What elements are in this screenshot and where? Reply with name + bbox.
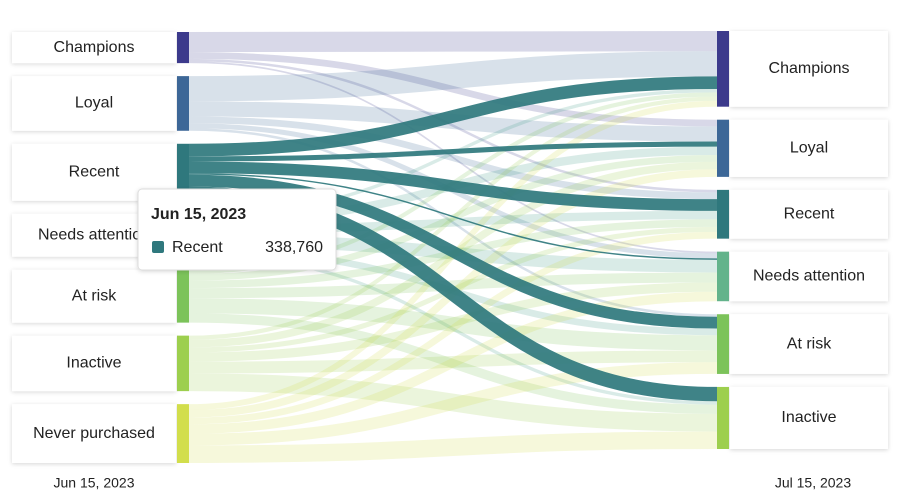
node-bar: [177, 335, 189, 392]
node-label: Never purchased: [33, 425, 155, 442]
flow: [188, 141, 718, 162]
label-box: [730, 189, 888, 239]
flow: [188, 96, 718, 340]
node-label: At risk: [787, 335, 832, 352]
node-label: Recent: [69, 163, 120, 180]
flow: [188, 116, 718, 200]
node-label: Loyal: [75, 95, 113, 112]
node-bar: [717, 251, 729, 302]
label-box: [730, 31, 888, 107]
node-label: Recent: [784, 205, 835, 222]
label-box: [12, 269, 176, 323]
node-label: Inactive: [66, 355, 121, 372]
tooltip: Jun 15, 2023 Recent 338,760: [137, 188, 337, 271]
node-label: At risk: [72, 287, 117, 304]
flow: [188, 61, 718, 254]
node-bar: [717, 119, 729, 177]
tooltip-title: Jun 15, 2023: [151, 206, 246, 223]
flow: [188, 291, 718, 434]
tooltip-swatch: [152, 241, 164, 253]
label-box: [730, 314, 888, 374]
tooltip-series: Recent: [172, 239, 223, 256]
right-date: Jul 15, 2023: [775, 475, 851, 491]
flow: [188, 51, 718, 102]
node-bar: [717, 31, 729, 107]
flow: [188, 155, 718, 281]
tooltip-value: 338,760: [265, 239, 323, 256]
label-box: [730, 119, 888, 177]
flow: [188, 128, 718, 317]
flow: [188, 431, 718, 464]
flow: [188, 161, 718, 211]
flow: [188, 58, 718, 193]
flow: [188, 52, 718, 127]
flow: [188, 350, 718, 374]
flow: [188, 173, 718, 260]
flow: [188, 231, 718, 425]
node-label: Inactive: [781, 409, 836, 426]
flow: [188, 298, 718, 351]
node-label: Loyal: [790, 139, 828, 156]
node-bar: [177, 143, 189, 201]
label-box: [12, 335, 176, 392]
node-bar: [717, 189, 729, 239]
node-label: Needs attention: [753, 268, 865, 285]
node-bar: [177, 32, 189, 64]
label-box: [730, 386, 888, 449]
node-bar: [177, 76, 189, 131]
label-box: [12, 76, 176, 131]
node-label: Champions: [769, 60, 850, 77]
node-label: Champions: [54, 39, 135, 56]
flow: [188, 313, 718, 414]
flow: [188, 282, 718, 362]
flow: [188, 31, 718, 53]
node-bar: [177, 404, 189, 463]
flow: [188, 76, 718, 157]
node-bar: [717, 314, 729, 374]
left-date: Jun 15, 2023: [54, 475, 135, 491]
flow: [188, 373, 718, 432]
node-label: Needs attention: [38, 226, 150, 243]
flow: [188, 362, 718, 446]
label-box: [12, 32, 176, 64]
label-box: [730, 251, 888, 302]
tooltip-box: [137, 188, 337, 271]
flow: [188, 174, 718, 329]
label-box: [12, 404, 176, 463]
node-bar: [717, 386, 729, 449]
node-bar: [177, 269, 189, 323]
